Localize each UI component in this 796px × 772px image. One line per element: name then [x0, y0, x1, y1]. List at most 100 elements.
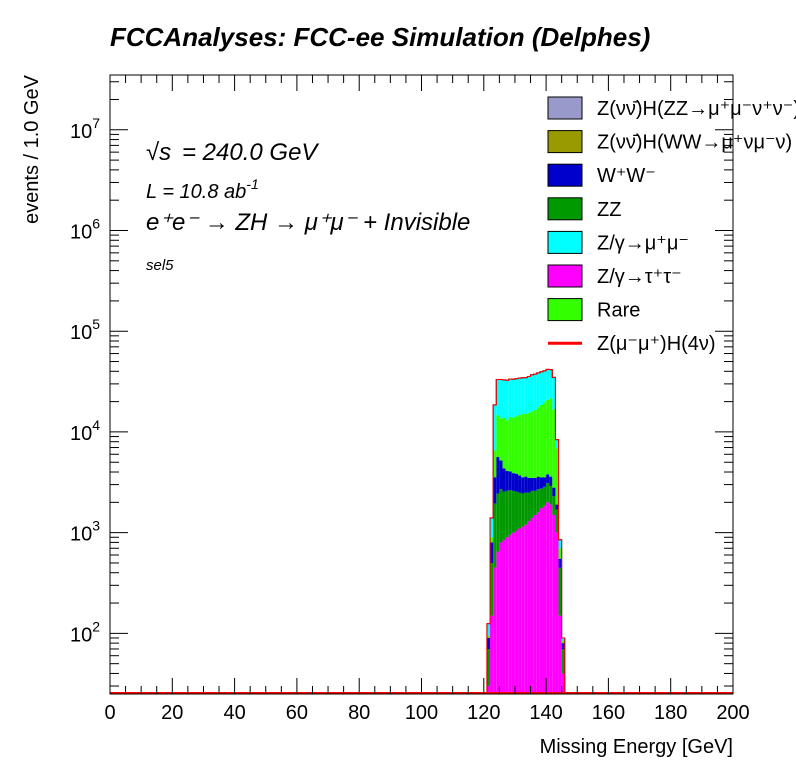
histogram-bin	[527, 412, 531, 478]
histogram-bin	[511, 417, 515, 474]
y-axis: 102 103 104 105 106 107	[70, 81, 733, 687]
histogram-bin	[508, 534, 512, 694]
x-tick-label: 80	[348, 702, 370, 724]
histogram-bin	[542, 370, 547, 403]
histogram-bin	[486, 648, 491, 687]
histogram-bin	[490, 615, 494, 694]
histogram-bin	[486, 686, 491, 694]
histogram-bin	[499, 379, 503, 419]
legend-swatch	[547, 163, 583, 187]
legend-swatch	[547, 96, 583, 120]
histogram-bin	[521, 526, 525, 694]
histogram-bin	[502, 491, 506, 540]
histogram-bin	[496, 379, 500, 416]
histogram-bin	[549, 504, 553, 694]
histogram-bin	[514, 378, 519, 417]
histogram-bin	[527, 492, 531, 522]
histogram-bin	[518, 492, 522, 529]
histogram-bin	[511, 473, 515, 491]
histogram-bin	[530, 477, 534, 491]
histogram-bin	[496, 493, 500, 552]
sqrt-s-symbol: √s	[146, 139, 171, 166]
y-tick-label: 107	[70, 115, 100, 143]
histogram-bin	[561, 637, 565, 641]
histogram-bin	[555, 504, 559, 510]
histogram-bin	[536, 489, 540, 513]
histogram-bin	[536, 372, 540, 408]
legend-label: Z(νν̄)H(WW→μ⁺νμ⁻ν)	[597, 132, 792, 154]
histogram-bin	[527, 376, 531, 413]
histogram-bin	[486, 635, 491, 638]
histogram-bin	[555, 532, 559, 694]
histogram-bin	[539, 477, 543, 489]
legend: Z(νν̄)H(ZZ→μ⁺μ⁻ν⁺ν⁻) Z(νν̄)H(WW→μ⁺νμ⁻ν) W⁺…	[547, 96, 796, 355]
histogram-bin	[493, 503, 497, 568]
histogram-bin	[521, 477, 525, 494]
histogram-bin	[499, 542, 503, 694]
histogram-bin	[514, 491, 519, 531]
histogram-bin	[518, 475, 522, 493]
x-tick-label: 0	[104, 702, 115, 724]
histogram-bin	[502, 379, 506, 418]
histogram-bin	[524, 413, 528, 477]
histogram-bin	[542, 505, 547, 694]
histogram-bin	[530, 374, 534, 412]
histogram-bin	[536, 476, 540, 490]
y-axis-label: events / 1.0 GeV	[21, 74, 43, 224]
x-tick-label: 120	[467, 702, 500, 724]
histogram-bin	[511, 532, 515, 694]
histogram-bin	[511, 379, 515, 418]
histogram-bin	[493, 450, 497, 478]
histogram-bin	[505, 470, 509, 491]
histogram-bin	[514, 473, 519, 492]
histogram-bin	[549, 398, 553, 477]
legend-label: Z/γ→μ⁺μ⁻	[597, 232, 689, 254]
histogram-bin	[496, 415, 500, 457]
luminosity-label: L = 10.8 ab-1	[146, 176, 259, 203]
histogram-bin	[558, 567, 562, 616]
x-axis: 0 20 40 60 80 100 120 140 160 180 200	[104, 75, 750, 724]
histogram-bin	[539, 488, 543, 509]
histogram-bin	[521, 493, 525, 527]
histogram-bin	[549, 486, 553, 505]
histogram-bin	[546, 474, 550, 484]
histogram-bin	[508, 490, 512, 535]
y-tick-label: 102	[70, 618, 100, 646]
histogram-bin	[533, 490, 537, 515]
legend-label: Z/γ→τ⁺τ⁻	[597, 266, 682, 288]
histogram-bin	[499, 460, 503, 490]
legend-label: Z(νν̄)H(ZZ→μ⁺μ⁻ν⁺ν⁻)	[597, 98, 796, 120]
process-label: e⁺e⁻ → ZH → μ⁺μ⁻ + Invisible	[146, 209, 470, 236]
histogram-bin	[558, 539, 562, 549]
x-tick-label: 60	[286, 702, 308, 724]
histogram-bin	[527, 521, 531, 694]
x-tick-label: 200	[716, 702, 749, 724]
histogram-bin	[499, 418, 503, 461]
histogram-bin	[508, 378, 512, 418]
y-tick-label: 103	[70, 518, 100, 546]
histogram-bin	[490, 542, 494, 563]
x-tick-label: 40	[223, 702, 245, 724]
histogram-bin	[561, 643, 565, 649]
histogram-bin	[533, 410, 537, 478]
histogram-bin	[561, 648, 565, 674]
histogram-bin	[524, 476, 528, 493]
histogram-bin	[546, 399, 550, 475]
histogram-bin	[502, 417, 506, 469]
legend-swatch	[547, 298, 583, 322]
histogram-bin	[530, 517, 534, 694]
annotation-block: √s = 240.0 GeV L = 10.8 ab-1 e⁺e⁻ → ZH →…	[146, 139, 470, 274]
histogram-bin	[524, 524, 528, 694]
histogram-bin	[508, 471, 512, 491]
legend-label: Z(μ⁻μ⁺)H(4ν)	[597, 333, 716, 355]
histogram-bin	[552, 496, 556, 515]
histogram-bin	[514, 416, 519, 474]
histogram-bin	[536, 512, 540, 694]
histogram-bin	[490, 537, 494, 543]
signal-outline	[486, 368, 566, 694]
histogram-bin	[490, 562, 494, 616]
luminosity-main: L = 10.8 ab	[146, 181, 246, 203]
histogram-bin	[539, 371, 543, 405]
histogram-bin	[558, 548, 562, 559]
histogram-bin	[505, 380, 509, 421]
